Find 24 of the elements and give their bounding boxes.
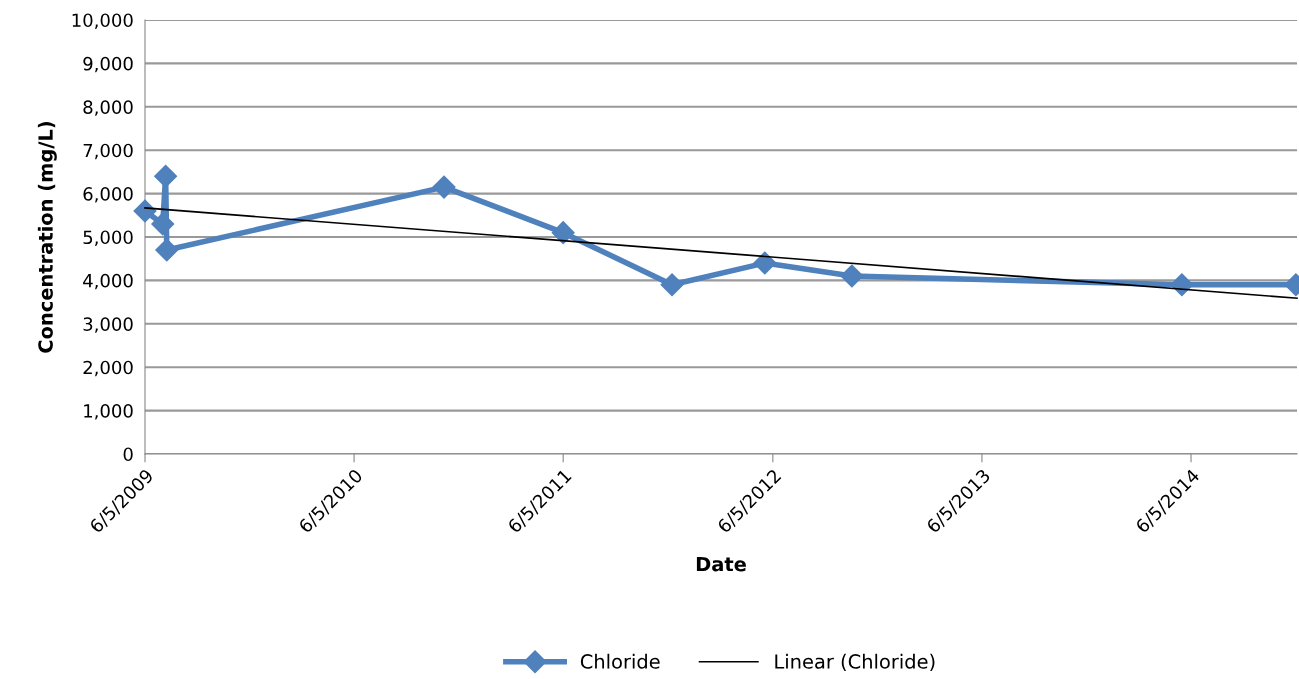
y-axis-title: Concentration (mg/L) [37, 121, 57, 353]
y-tick-label: 3,000 [83, 317, 133, 333]
y-tick-label: 7,000 [83, 143, 133, 160]
point [432, 175, 456, 199]
x-axis-title: Date [696, 556, 746, 572]
point [660, 273, 684, 297]
y-tick-label: 1,000 [84, 404, 133, 420]
y-tick-label: 2,000 [83, 360, 133, 377]
point [551, 221, 575, 245]
point [154, 164, 178, 188]
y-tick-label: 4,000 [83, 273, 133, 290]
point [840, 264, 864, 288]
y-tick-label: 0 [123, 447, 133, 462]
y-tick-label: 10,000 [72, 13, 133, 29]
y-tick-label: 9,000 [83, 56, 133, 73]
y-tick-label: 6,000 [83, 187, 133, 203]
point [151, 212, 175, 236]
y-tick-label: 8,000 [83, 100, 133, 116]
legend-label: Chloride [580, 653, 660, 669]
point [155, 238, 179, 262]
y-tick-label: 5,000 [83, 230, 133, 246]
point [753, 251, 777, 275]
point [1170, 273, 1194, 297]
legend-label: Linear (Chloride) [775, 653, 935, 672]
